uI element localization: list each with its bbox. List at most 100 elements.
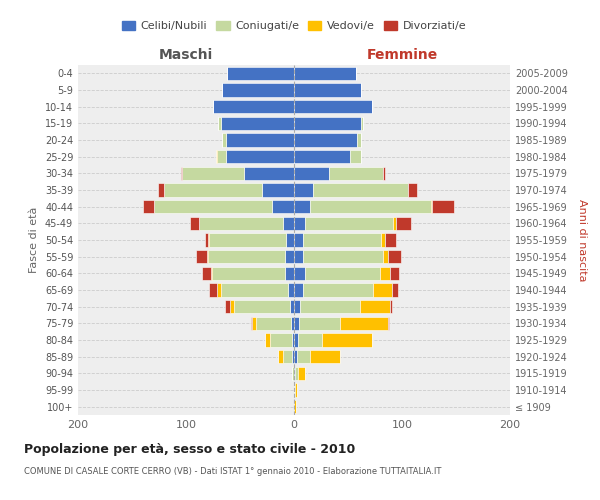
Bar [350,150,361,164]
Bar [278,350,283,364]
Bar [294,300,301,314]
Text: Maschi: Maschi [159,48,213,62]
Bar [226,134,294,146]
Bar [294,284,302,296]
Bar [283,350,292,364]
Bar [227,66,294,80]
Bar [313,184,409,196]
Bar [295,366,298,380]
Bar [290,300,294,314]
Bar [373,284,392,296]
Bar [209,284,217,296]
Bar [294,234,302,246]
Bar [270,334,292,346]
Bar [292,334,294,346]
Bar [196,250,206,264]
Bar [305,216,394,230]
Bar [262,184,294,196]
Bar [294,66,356,80]
Bar [294,400,296,413]
Bar [294,216,305,230]
Bar [158,184,164,196]
Bar [383,166,385,180]
Bar [202,266,211,280]
Bar [294,334,298,346]
Bar [294,184,313,196]
Bar [221,116,294,130]
Bar [329,166,383,180]
Bar [294,350,297,364]
Bar [292,350,294,364]
Bar [217,150,226,164]
Bar [390,300,392,314]
Bar [294,250,302,264]
Bar [409,184,417,196]
Bar [302,250,383,264]
Bar [390,266,399,280]
Bar [432,200,454,213]
Bar [388,316,389,330]
Bar [181,166,182,180]
Bar [294,84,361,96]
Bar [294,116,361,130]
Bar [208,250,286,264]
Bar [272,200,294,213]
Bar [230,300,233,314]
Bar [221,84,294,96]
Bar [209,234,286,246]
Bar [299,316,340,330]
Bar [392,284,398,296]
Bar [205,234,208,246]
Bar [221,284,287,296]
Bar [360,300,390,314]
Bar [383,250,388,264]
Bar [226,150,294,164]
Bar [252,316,256,330]
Bar [395,216,410,230]
Bar [297,350,310,364]
Bar [216,150,217,164]
Bar [301,300,360,314]
Bar [265,334,270,346]
Bar [154,200,272,213]
Bar [233,300,290,314]
Bar [294,200,310,213]
Bar [190,216,199,230]
Bar [385,234,395,246]
Bar [291,316,294,330]
Bar [217,284,221,296]
Bar [213,100,294,114]
Y-axis label: Fasce di età: Fasce di età [29,207,39,273]
Bar [251,316,252,330]
Bar [256,316,291,330]
Bar [244,166,294,180]
Bar [294,150,350,164]
Bar [225,300,230,314]
Bar [310,200,431,213]
Bar [294,316,299,330]
Bar [283,216,294,230]
Bar [218,116,221,130]
Text: Popolazione per età, sesso e stato civile - 2010: Popolazione per età, sesso e stato civil… [24,442,355,456]
Bar [182,166,244,180]
Bar [294,266,305,280]
Bar [294,384,295,396]
Bar [199,216,283,230]
Bar [208,234,209,246]
Bar [382,234,385,246]
Bar [322,334,372,346]
Bar [221,134,226,146]
Bar [294,134,356,146]
Bar [302,284,373,296]
Bar [295,384,297,396]
Bar [380,266,390,280]
Bar [294,100,372,114]
Bar [206,250,208,264]
Bar [286,234,294,246]
Bar [164,184,262,196]
Bar [302,234,382,246]
Text: COMUNE DI CASALE CORTE CERRO (VB) - Dati ISTAT 1° gennaio 2010 - Elaborazione TU: COMUNE DI CASALE CORTE CERRO (VB) - Dati… [24,468,442,476]
Bar [294,166,329,180]
Bar [310,350,340,364]
Bar [298,366,305,380]
